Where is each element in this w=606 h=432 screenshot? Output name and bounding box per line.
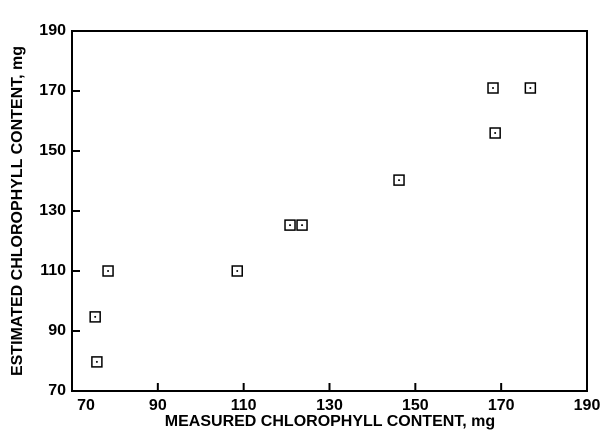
point-dot: [95, 360, 98, 363]
point: [487, 82, 499, 94]
x-tick-label: 90: [149, 397, 167, 414]
point: [524, 82, 537, 94]
point-box: [489, 127, 501, 139]
point-box: [284, 219, 296, 231]
y-tick-label: 90: [48, 322, 66, 339]
y-axis-label: ESTIMATED CHLOROPHYLL CONTENT, mg: [9, 46, 26, 376]
point: [284, 219, 296, 231]
point-box: [524, 82, 537, 94]
y-tick-label: 170: [39, 82, 66, 99]
point: [91, 356, 103, 368]
point-dot: [107, 270, 110, 272]
point-dot: [289, 224, 292, 227]
point-dot: [494, 132, 497, 134]
point: [231, 265, 243, 277]
x-tick-label: 130: [316, 397, 343, 414]
x-axis-label: MEASURED CHLOROPHYLL CONTENT, mg: [165, 413, 495, 430]
point-box: [102, 265, 114, 277]
point-dot: [529, 87, 532, 89]
x-tick-label: 150: [402, 397, 429, 414]
y-tick-label: 110: [40, 262, 66, 279]
x-tick-label: 170: [488, 397, 515, 414]
point-dot: [301, 224, 304, 227]
point-box: [487, 82, 499, 94]
point: [489, 127, 501, 139]
point: [296, 219, 308, 231]
point-dot: [398, 179, 401, 182]
point: [393, 174, 405, 186]
point: [102, 265, 114, 277]
y-tick-label: 190: [39, 22, 66, 39]
point-box: [393, 174, 405, 186]
point-dot: [492, 87, 495, 89]
point: [89, 311, 101, 323]
point-box: [91, 356, 103, 368]
y-tick-label: 150: [39, 142, 66, 159]
x-tick-label: 70: [77, 397, 95, 414]
point-box: [89, 311, 101, 323]
x-tick-label: 190: [574, 397, 601, 414]
point-box: [231, 265, 243, 277]
x-tick-label: 110: [231, 397, 257, 414]
y-tick-label: 70: [48, 382, 66, 399]
point-dot: [94, 315, 97, 318]
point-dot: [236, 270, 239, 272]
point-box: [296, 219, 308, 231]
y-tick-label: 130: [39, 202, 66, 219]
plot-frame: [71, 30, 588, 392]
